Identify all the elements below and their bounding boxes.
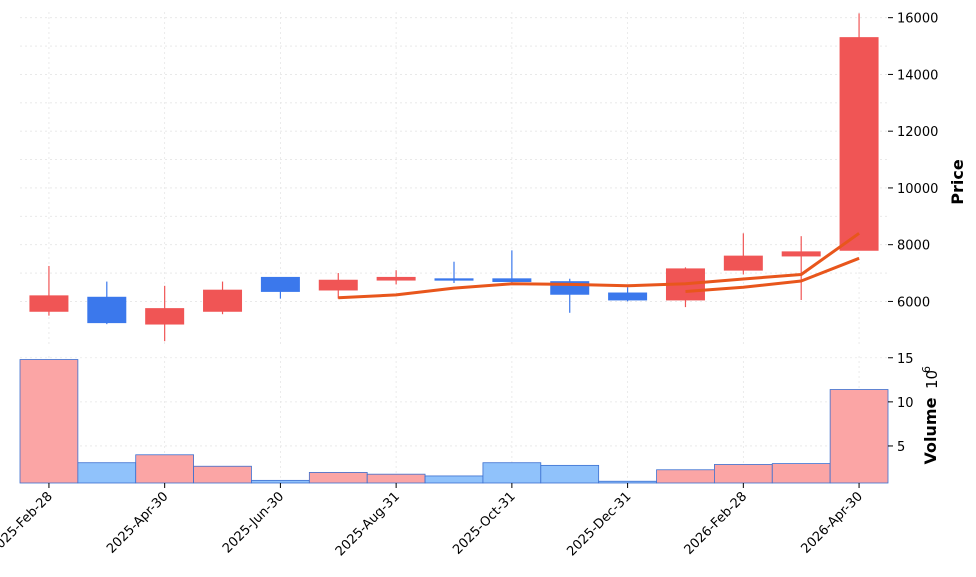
date-tick-label: 2025-Oct-31	[450, 489, 518, 557]
volume-exponent-base: 10	[923, 370, 941, 389]
date-tick-label: 2026-Feb-28	[682, 489, 751, 558]
date-axis: 2025-Feb-28 2025-Apr-30 2025-Jun-30 2025-Au…	[0, 483, 866, 559]
date-tick-label: 2025-Aug-31	[333, 489, 403, 559]
moving-average-mav-a	[338, 232, 860, 300]
volume-bar	[251, 479, 310, 484]
volume-bars	[19, 359, 889, 484]
volume-bar	[19, 359, 79, 484]
volume-bar	[771, 463, 831, 484]
price-gridlines	[20, 12, 888, 344]
candle-body	[203, 289, 243, 312]
moving-average-mav-b	[685, 256, 860, 293]
candle-body	[29, 295, 69, 312]
moving-average-lines	[338, 232, 860, 300]
candle-body	[376, 276, 416, 281]
date-tick-label: 2025-Apr-30	[104, 489, 171, 556]
volume-bar	[424, 475, 484, 484]
volume-bar	[135, 454, 195, 484]
price-axis: 6000 8000 10000 12000 14000 16000	[888, 12, 938, 310]
volume-bar	[77, 462, 137, 484]
price-tick-label: 12000	[897, 125, 938, 140]
volume-bar	[193, 465, 252, 484]
volume-bar	[656, 469, 715, 484]
price-tick-label: 16000	[897, 12, 938, 27]
date-tick-label: 2026-Apr-30	[798, 489, 865, 556]
volume-bar	[366, 473, 426, 484]
price-tick-label: 8000	[897, 239, 930, 254]
volume-bar	[714, 464, 773, 484]
candle-body	[145, 308, 185, 325]
price-axis-title: Price	[948, 159, 967, 205]
volume-bar	[598, 480, 657, 484]
volume-bar	[482, 462, 542, 484]
volume-axis: 5 10 15	[888, 352, 914, 455]
volume-tick-label: 15	[897, 352, 914, 367]
candle-body	[839, 37, 879, 251]
date-tick-label: 2025-Feb-28	[0, 489, 56, 558]
date-tick-label: 2025-Dec-31	[564, 489, 634, 559]
candle-body	[492, 278, 532, 282]
candle-body	[318, 279, 358, 291]
volume-bar	[829, 389, 889, 484]
volume-bar	[308, 472, 368, 484]
date-tick-label: 2025-Jun-30	[220, 489, 287, 556]
candle-body	[87, 296, 127, 324]
volume-exponent-power: 6	[920, 366, 933, 373]
candle-body	[781, 251, 821, 257]
price-tick-label: 14000	[897, 68, 938, 83]
volume-bar	[540, 464, 600, 484]
candle-body	[608, 292, 648, 301]
volume-tick-label: 5	[897, 440, 905, 455]
price-tick-label: 6000	[897, 295, 930, 310]
candle-body	[434, 278, 474, 281]
price-tick-label: 10000	[897, 182, 938, 197]
candles	[29, 13, 879, 342]
volume-tick-label: 10	[897, 396, 914, 411]
candle-body	[260, 276, 300, 292]
candle-body	[723, 255, 763, 271]
volume-axis-title: Volume	[921, 397, 940, 464]
